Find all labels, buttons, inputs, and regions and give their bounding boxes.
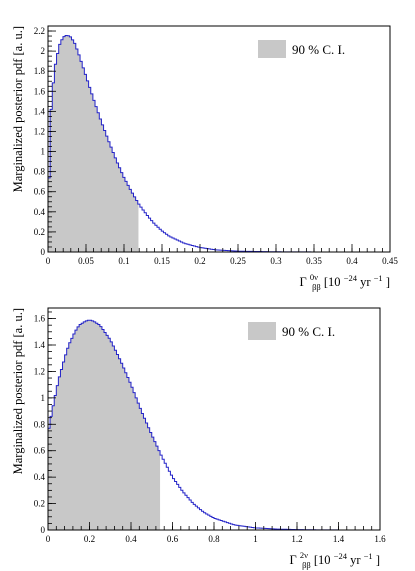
ci-fill-area xyxy=(48,320,161,530)
x-axis-unit-prefix: [10 xyxy=(314,553,331,567)
y-tick-label: 1.2 xyxy=(34,366,45,376)
x-tick-label: 0 xyxy=(46,256,51,266)
x-tick-label: 0 xyxy=(46,534,51,544)
x-axis-unit-mid: yr xyxy=(350,553,361,567)
x-axis-symbol: Γ xyxy=(290,553,297,567)
y-tick-label: 2 xyxy=(41,46,46,56)
legend-label: 90 % C. I. xyxy=(282,324,335,339)
y-tick-label: 1 xyxy=(41,147,46,157)
x-tick-label: 0.4 xyxy=(125,534,137,544)
x-tick-label: 0.1 xyxy=(118,256,129,266)
y-tick-label: 0.8 xyxy=(34,167,46,177)
y-tick-label: 0 xyxy=(41,525,46,535)
y-tick-label: 1.4 xyxy=(34,106,46,116)
legend-swatch xyxy=(248,322,276,340)
legend: 90 % C. I. xyxy=(248,322,335,340)
x-tick-label: 0.25 xyxy=(230,256,246,266)
y-axis-ticks: 0 0.2 0.4 0.6 0.8 1 1.2 1.4 1.6 1.8 2 2.2 xyxy=(34,25,56,257)
y-tick-label: 0.2 xyxy=(34,499,45,509)
x-tick-label: 0.2 xyxy=(194,256,205,266)
x-axis-unit-exponent: −24 xyxy=(344,273,358,283)
x-axis-ticks: 0 0.2 0.4 0.6 0.8 1 1.2 1.4 1.6 xyxy=(46,522,386,544)
x-axis-ticks: 0 0.05 0.1 0.15 0.2 0.25 0.3 0.35 0.4 0.45 xyxy=(46,244,398,266)
chart-bottom: 0 0.2 0.4 0.6 0.8 1 1.2 1.4 1.6 0 0.2 0.4 0.6 0.8 1 1.… xyxy=(11,307,386,571)
ci-fill-area xyxy=(48,35,139,253)
x-axis-unit-suffix: ] xyxy=(376,553,380,567)
legend-label: 90 % C. I. xyxy=(292,42,345,57)
x-axis-unit-mid: yr xyxy=(360,275,371,289)
ci-fill xyxy=(48,35,139,253)
y-axis-title: Marginalized posterior pdf [a. u.] xyxy=(11,26,25,192)
x-tick-label: 0.6 xyxy=(167,534,179,544)
y-tick-label: 1.2 xyxy=(34,126,45,136)
x-tick-label: 1.6 xyxy=(374,534,386,544)
y-axis-title: Marginalized posterior pdf [a. u.] xyxy=(11,308,25,474)
x-tick-label: 1.4 xyxy=(333,534,345,544)
chart-top: 0 0.05 0.1 0.15 0.2 0.25 0.3 0.35 0.4 0.45 0 0.2 0.… xyxy=(11,25,398,293)
x-tick-label: 0.8 xyxy=(208,534,220,544)
plot-frame xyxy=(47,25,391,253)
y-tick-label: 0.2 xyxy=(34,227,45,237)
x-tick-label: 0.4 xyxy=(346,256,358,266)
x-axis-subscript: ββ xyxy=(302,560,311,570)
x-tick-label: 0.05 xyxy=(78,256,94,266)
x-axis-unit-exponent: −24 xyxy=(334,551,348,561)
y-tick-label: 1.8 xyxy=(34,66,46,76)
x-axis-symbol: Γ xyxy=(300,275,307,289)
y-tick-label: 0 xyxy=(41,247,46,257)
y-tick-label: 0.4 xyxy=(34,207,46,217)
x-axis-unit-suffix: ] xyxy=(386,275,390,289)
y-tick-label: 1.4 xyxy=(34,340,46,350)
x-axis-unit-exponent2: −1 xyxy=(364,551,373,561)
x-tick-label: 0.15 xyxy=(154,256,170,266)
x-axis-superscript: 2ν xyxy=(300,550,308,560)
legend-swatch xyxy=(258,40,286,58)
x-tick-label: 1.2 xyxy=(291,534,302,544)
x-axis-superscript: 0ν xyxy=(310,272,318,282)
x-axis-subscript: ββ xyxy=(312,282,321,292)
x-axis-unit-prefix: [10 xyxy=(324,275,341,289)
y-tick-label: 0.6 xyxy=(34,446,46,456)
x-tick-label: 0.3 xyxy=(270,256,282,266)
x-tick-label: 0.45 xyxy=(382,256,398,266)
y-tick-label: 1.6 xyxy=(34,86,46,96)
y-tick-label: 2.2 xyxy=(34,26,45,36)
legend: 90 % C. I. xyxy=(258,40,345,58)
y-tick-label: 0.6 xyxy=(34,187,46,197)
x-tick-label: 1 xyxy=(253,534,258,544)
y-tick-label: 0.8 xyxy=(34,419,46,429)
x-axis-title: Γ 2ν ββ [10 −24 yr −1 ] xyxy=(290,547,380,571)
x-axis-title: Γ 0ν ββ [10 −24 yr −1 ] xyxy=(300,269,390,293)
y-axis-ticks: 0 0.2 0.4 0.6 0.8 1 1.2 1.4 1.6 xyxy=(34,311,56,535)
x-tick-label: 0.2 xyxy=(84,534,95,544)
y-tick-label: 1 xyxy=(41,393,46,403)
y-tick-label: 1.6 xyxy=(34,314,46,324)
ci-fill xyxy=(48,320,161,530)
x-axis-unit-exponent2: −1 xyxy=(374,273,383,283)
x-tick-label: 0.35 xyxy=(306,256,322,266)
y-tick-label: 0.4 xyxy=(34,472,46,482)
